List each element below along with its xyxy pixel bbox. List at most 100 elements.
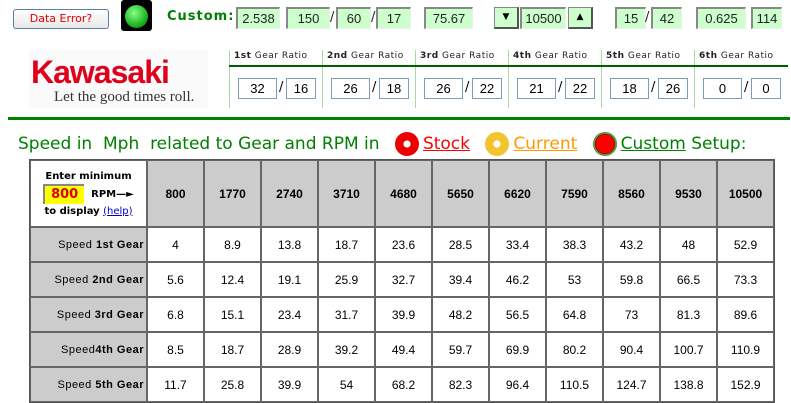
speed-cell: 66.5	[660, 262, 717, 297]
gear-ratio-header: 5th Gear Ratio	[606, 51, 681, 61]
rpm-header: 10500	[717, 160, 774, 227]
row-gear: 5th Gear	[95, 378, 144, 391]
speed-cell: 48	[660, 227, 717, 262]
table-row: Speed 5th Gear 11.7 25.8 39.9 54 68.2 82.3 96.4…	[30, 367, 774, 402]
max-rpm-field[interactable]: 10500	[520, 7, 566, 29]
gear-teeth-b[interactable]: 22	[472, 78, 502, 99]
speed-cell: 31.7	[318, 297, 375, 332]
gear-teeth-a[interactable]: 26	[331, 78, 370, 99]
gear-teeth-a[interactable]: 32	[238, 78, 277, 99]
gear-ratio-label: Gear Ratio	[627, 51, 681, 61]
slash: /	[372, 80, 377, 95]
gear-ratio-3: 3rd Gear Ratio 26 / 22	[415, 50, 508, 108]
gear-teeth-b[interactable]: 18	[379, 78, 409, 99]
gear-ratio-5: 5th Gear Ratio 18 / 26	[601, 50, 694, 108]
speed-cell: 64.8	[546, 297, 603, 332]
rear-sprocket-field[interactable]: 42	[651, 7, 682, 29]
gear-ratio-label: Gear Ratio	[534, 51, 588, 61]
logo-brand: Kawasaki	[31, 54, 170, 90]
row-label: Speed 5th Gear	[30, 367, 147, 402]
rpm-up-button[interactable]: ▲	[568, 7, 593, 29]
speed-cell: 68.2	[375, 367, 432, 402]
gear-teeth-b[interactable]: 16	[286, 78, 316, 99]
data-error-button[interactable]: Data Error?	[13, 9, 109, 29]
help-link[interactable]: (help)	[103, 205, 133, 217]
page-title: Speed in Mph related to Gear and RPM in …	[18, 132, 746, 156]
table-row: Speed 2nd Gear 5.6 12.4 19.1 25.9 32.7 39.4 46.…	[30, 262, 774, 297]
gear-ratio-1: 1st Gear Ratio 32 / 16	[229, 50, 322, 108]
front-sprocket-field[interactable]: 15	[615, 7, 646, 29]
gear-header-line	[229, 65, 788, 67]
speed-cell: 32.7	[375, 262, 432, 297]
gear-ratio-header: 1st Gear Ratio	[234, 51, 308, 61]
kawasaki-logo: Kawasaki Let the good times roll.	[29, 50, 208, 108]
gear-ratio-label: Gear Ratio	[254, 51, 308, 61]
title-setup: Setup:	[691, 134, 747, 154]
gear-ratio-4: 4th Gear Ratio 21 / 22	[508, 50, 601, 108]
speed-cell: 39.9	[261, 367, 318, 402]
gear-ratio-header: 6th Gear Ratio	[699, 51, 774, 61]
gear-teeth-b[interactable]: 0	[751, 78, 781, 99]
slash: /	[645, 10, 650, 25]
speed-cell: 13.8	[261, 227, 318, 262]
gear-teeth-a[interactable]: 18	[610, 78, 649, 99]
speed-cell: 49.4	[375, 332, 432, 367]
row-prefix: Speed	[61, 343, 96, 356]
gear-ordinal: 2nd	[327, 51, 348, 61]
speed-cell: 59.8	[603, 262, 660, 297]
current-link[interactable]: Current	[513, 134, 578, 154]
gear-teeth-b[interactable]: 22	[565, 78, 595, 99]
row-gear: 1st Gear	[95, 238, 144, 251]
rpm-header: 6620	[489, 160, 546, 227]
speed-cell: 28.9	[261, 332, 318, 367]
slash: /	[558, 80, 563, 95]
speed-cell: 19.1	[261, 262, 318, 297]
rpm-header: 4680	[375, 160, 432, 227]
to-display-label: to display	[44, 205, 100, 217]
rpm-header: 3710	[318, 160, 375, 227]
min-rpm-input[interactable]: 800	[43, 183, 85, 204]
gear-teeth-a[interactable]: 26	[424, 78, 463, 99]
custom-field-2[interactable]: 150	[286, 7, 330, 29]
table-row: Speed 3rd Gear 6.8 15.1 23.4 31.7 39.9 48.2 56.…	[30, 297, 774, 332]
gear-ratio-header: 2nd Gear Ratio	[327, 51, 404, 61]
row-prefix: Speed	[58, 238, 96, 251]
speed-cell: 138.8	[660, 367, 717, 402]
speed-cell: 73.3	[717, 262, 774, 297]
row-label: Speed4th Gear	[30, 332, 147, 367]
rpm-header: 2740	[261, 160, 318, 227]
custom-field-10[interactable]: 114	[751, 7, 782, 29]
gear-ordinal: 4th	[513, 51, 532, 61]
min-rpm-cell: Enter minimum 800 RPM—► to display (help…	[30, 160, 147, 227]
title-unit: Mph	[103, 134, 140, 154]
stock-gear-icon	[394, 132, 419, 156]
stock-link[interactable]: Stock	[422, 134, 470, 154]
speed-cell: 56.5	[489, 297, 546, 332]
slash: /	[465, 80, 470, 95]
gear-ratio-label: Gear Ratio	[720, 51, 774, 61]
speed-cell: 46.2	[489, 262, 546, 297]
gear-ratio-6: 6th Gear Ratio 0 / 0	[694, 50, 787, 108]
speed-cell: 33.4	[489, 227, 546, 262]
rpm-down-button[interactable]: ▼	[494, 7, 519, 29]
rpm-header: 800	[147, 160, 204, 227]
gear-teeth-b[interactable]: 26	[658, 78, 688, 99]
gear-teeth-a[interactable]: 0	[703, 78, 742, 99]
divider	[8, 117, 790, 120]
custom-link[interactable]: Custom	[620, 134, 686, 154]
custom-field-3[interactable]: 60	[336, 7, 371, 29]
custom-label: Custom:	[167, 9, 235, 24]
speed-cell: 15.1	[204, 297, 261, 332]
custom-field-1[interactable]: 2.538	[236, 7, 280, 29]
custom-field-4[interactable]: 17	[376, 7, 411, 29]
custom-field-5[interactable]: 75.67	[424, 7, 473, 29]
gear-teeth-a[interactable]: 21	[517, 78, 556, 99]
speed-cell: 38.3	[546, 227, 603, 262]
slash: /	[371, 10, 376, 25]
custom-field-9[interactable]: 0.625	[696, 7, 746, 29]
speed-cell: 39.9	[375, 297, 432, 332]
speed-cell: 152.9	[717, 367, 774, 402]
gear-ordinal: 6th	[699, 51, 718, 61]
speed-cell: 48.2	[432, 297, 489, 332]
speed-cell: 69.9	[489, 332, 546, 367]
